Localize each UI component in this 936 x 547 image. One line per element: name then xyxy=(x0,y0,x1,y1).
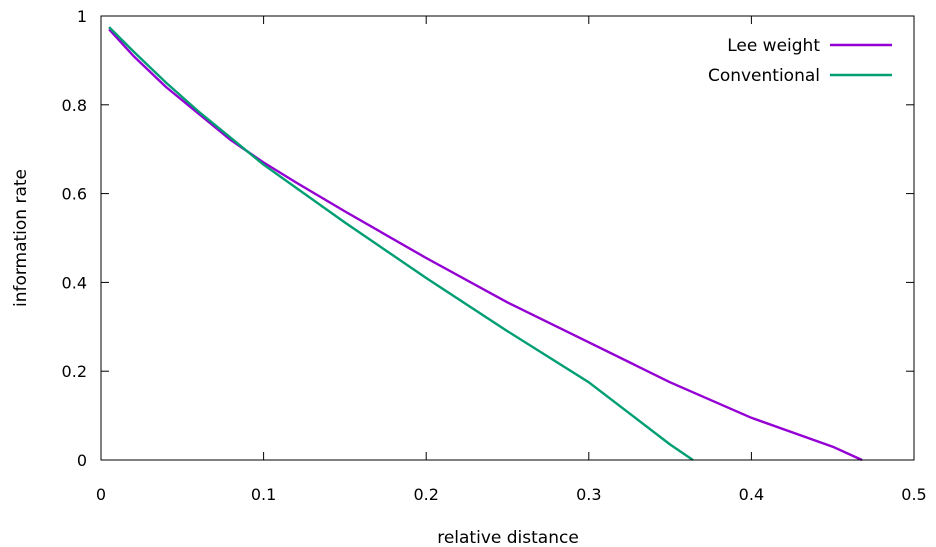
y-tick-label: 1 xyxy=(77,7,87,26)
x-tick-label: 0.2 xyxy=(413,485,438,504)
legend-label-1: Lee weight xyxy=(727,36,820,56)
x-axis-title: relative distance xyxy=(437,528,579,547)
y-tick-label: 0.2 xyxy=(62,362,87,381)
legend-label-2: Conventional xyxy=(708,66,820,86)
y-tick-label: 0.6 xyxy=(62,185,87,204)
y-tick-label: 0.8 xyxy=(62,96,87,115)
y-axis-title: information rate xyxy=(11,169,31,307)
x-tick-label: 0.3 xyxy=(576,485,601,504)
series-line-1 xyxy=(108,28,863,462)
x-tick-label: 0.5 xyxy=(901,485,926,504)
series-line-2 xyxy=(108,26,694,461)
ticks-layer: 0 0.1 0.2 0.3 0.4 0.5 0 0.2 0.4 0.6 0.8 1 xyxy=(62,7,927,504)
x-tick-label: 0.4 xyxy=(739,485,764,504)
x-tick-label: 0 xyxy=(96,485,106,504)
x-tick-label: 0.1 xyxy=(251,485,276,504)
legend: Lee weight Conventional xyxy=(708,36,892,86)
series-layer xyxy=(108,26,863,462)
y-tick-label: 0 xyxy=(77,451,87,470)
y-tick-label: 0.4 xyxy=(62,273,87,292)
plot-frame xyxy=(100,15,915,461)
